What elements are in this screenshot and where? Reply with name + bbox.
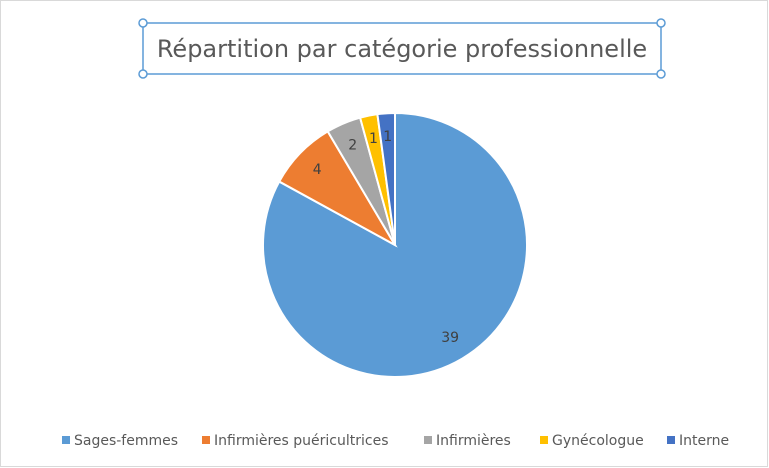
legend-marker: [667, 436, 675, 444]
legend-marker: [202, 436, 210, 444]
data-label: 39: [441, 330, 459, 346]
legend-label: Interne: [679, 433, 729, 449]
legend-label: Infirmières puéricultrices: [214, 433, 389, 449]
data-label: 4: [313, 162, 322, 178]
legend-label: Sages-femmes: [74, 433, 178, 449]
pie-slice: [376, 111, 396, 246]
title-selection: [142, 22, 662, 75]
legend-marker: [540, 436, 548, 444]
selection-handles: [138, 18, 666, 79]
data-label: 1: [383, 129, 392, 145]
chart-title: Répartition par catégorie professionnell…: [157, 35, 647, 63]
legend-marker: [62, 436, 70, 444]
legend-label: Gynécologue: [552, 433, 644, 449]
data-label: 1: [369, 131, 378, 147]
pie-slice: [262, 111, 528, 378]
data-label: 2: [348, 137, 357, 153]
legend-label: Infirmières: [436, 433, 511, 449]
legend-marker: [424, 436, 432, 444]
